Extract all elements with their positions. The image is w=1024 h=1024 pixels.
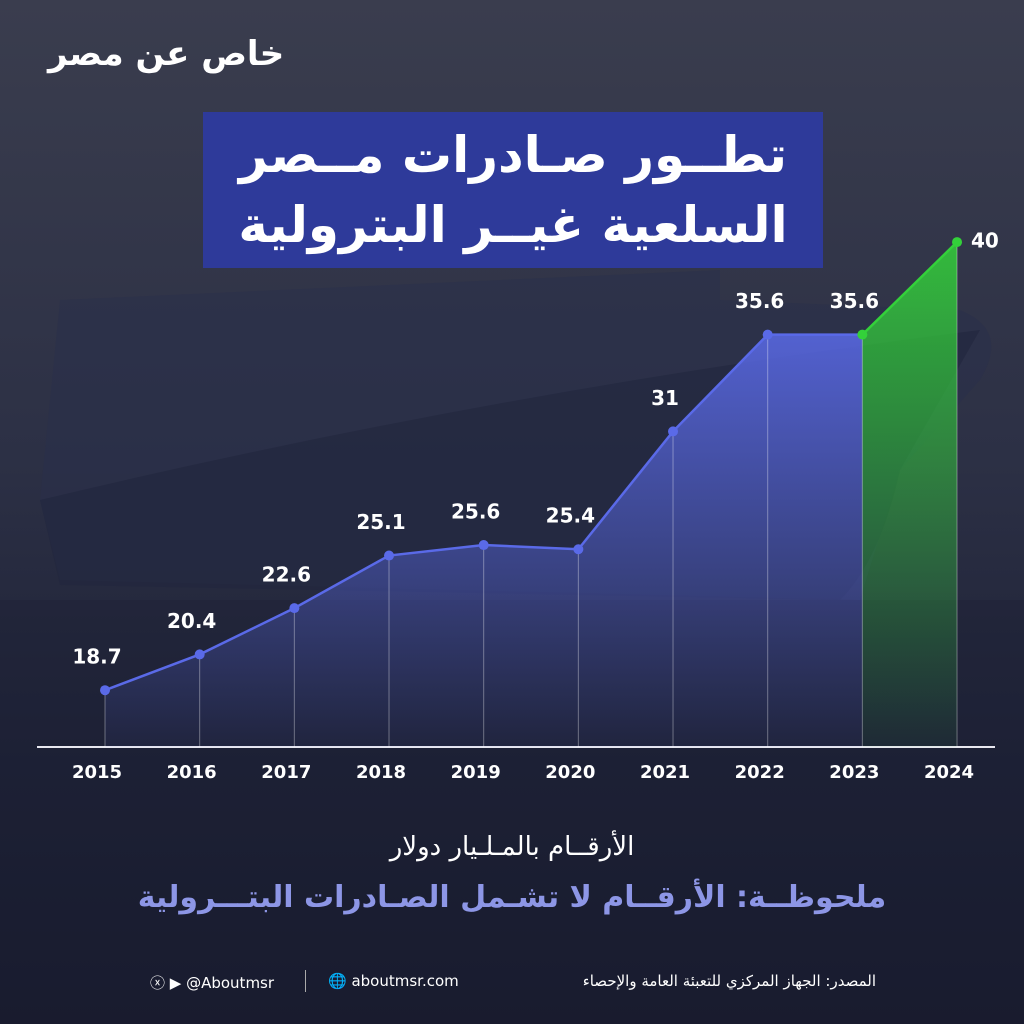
x-tick-label: 2016 [167,762,217,783]
point [668,426,679,437]
data-label: 22.6 [262,563,311,587]
x-tick-label: 2019 [451,762,501,783]
point [478,540,489,551]
area [105,334,863,747]
source: المصدر: الجهاز المركزي للتعبئة العامة وا… [582,972,876,990]
point [762,329,773,340]
data-label: 35.6 [830,289,879,313]
point [573,544,584,555]
subtitle: الأرقــام بالمـلـيار دولار [389,832,635,862]
social: ⓧ ▶ @Aboutmsr [150,972,274,993]
point [384,550,395,561]
handle: @Aboutmsr [186,974,275,992]
data-label: 40 [971,229,999,253]
website: 🌐 aboutmsr.com [328,972,459,990]
point [952,237,963,248]
data-label: 35.6 [735,289,784,313]
data-label: 25.1 [356,510,405,534]
note: ملحوظــة: الأرقــام لا تشـمل الصـادرات ا… [137,880,887,915]
x-tick-label: 2021 [640,762,690,783]
x-tick-label: 2022 [735,762,785,783]
website-text: aboutmsr.com [351,972,459,990]
data-label: 18.7 [72,645,121,669]
x-tick-label: 2020 [545,762,595,783]
line [861,241,958,336]
point [857,329,868,340]
point [194,649,205,660]
x-tick-label: 2015 [72,762,122,783]
separator [305,970,306,992]
area [862,242,958,748]
data-label: 25.6 [451,500,500,524]
logo: خاص عن مصر [48,34,285,74]
x-tick-label: 2024 [924,762,974,783]
x-tick-label: 2023 [829,762,879,783]
x-tick-label: 2018 [356,762,406,783]
x-tick-label: 2017 [261,762,311,783]
title-box: تطــور صـادرات مــصر السلعية غيــر البتر… [203,112,823,268]
chart-title: السلعية غيــر البترولية [238,196,788,254]
point [289,603,300,614]
point [100,685,110,696]
social-icons: ⓧ ▶ [150,974,182,992]
chart-title: تطــور صـادرات مــصر [238,126,788,184]
data-label: 31 [651,386,679,410]
data-label: 25.4 [546,504,595,528]
data-label: 20.4 [167,609,216,633]
globe-icon: 🌐 [328,972,347,990]
